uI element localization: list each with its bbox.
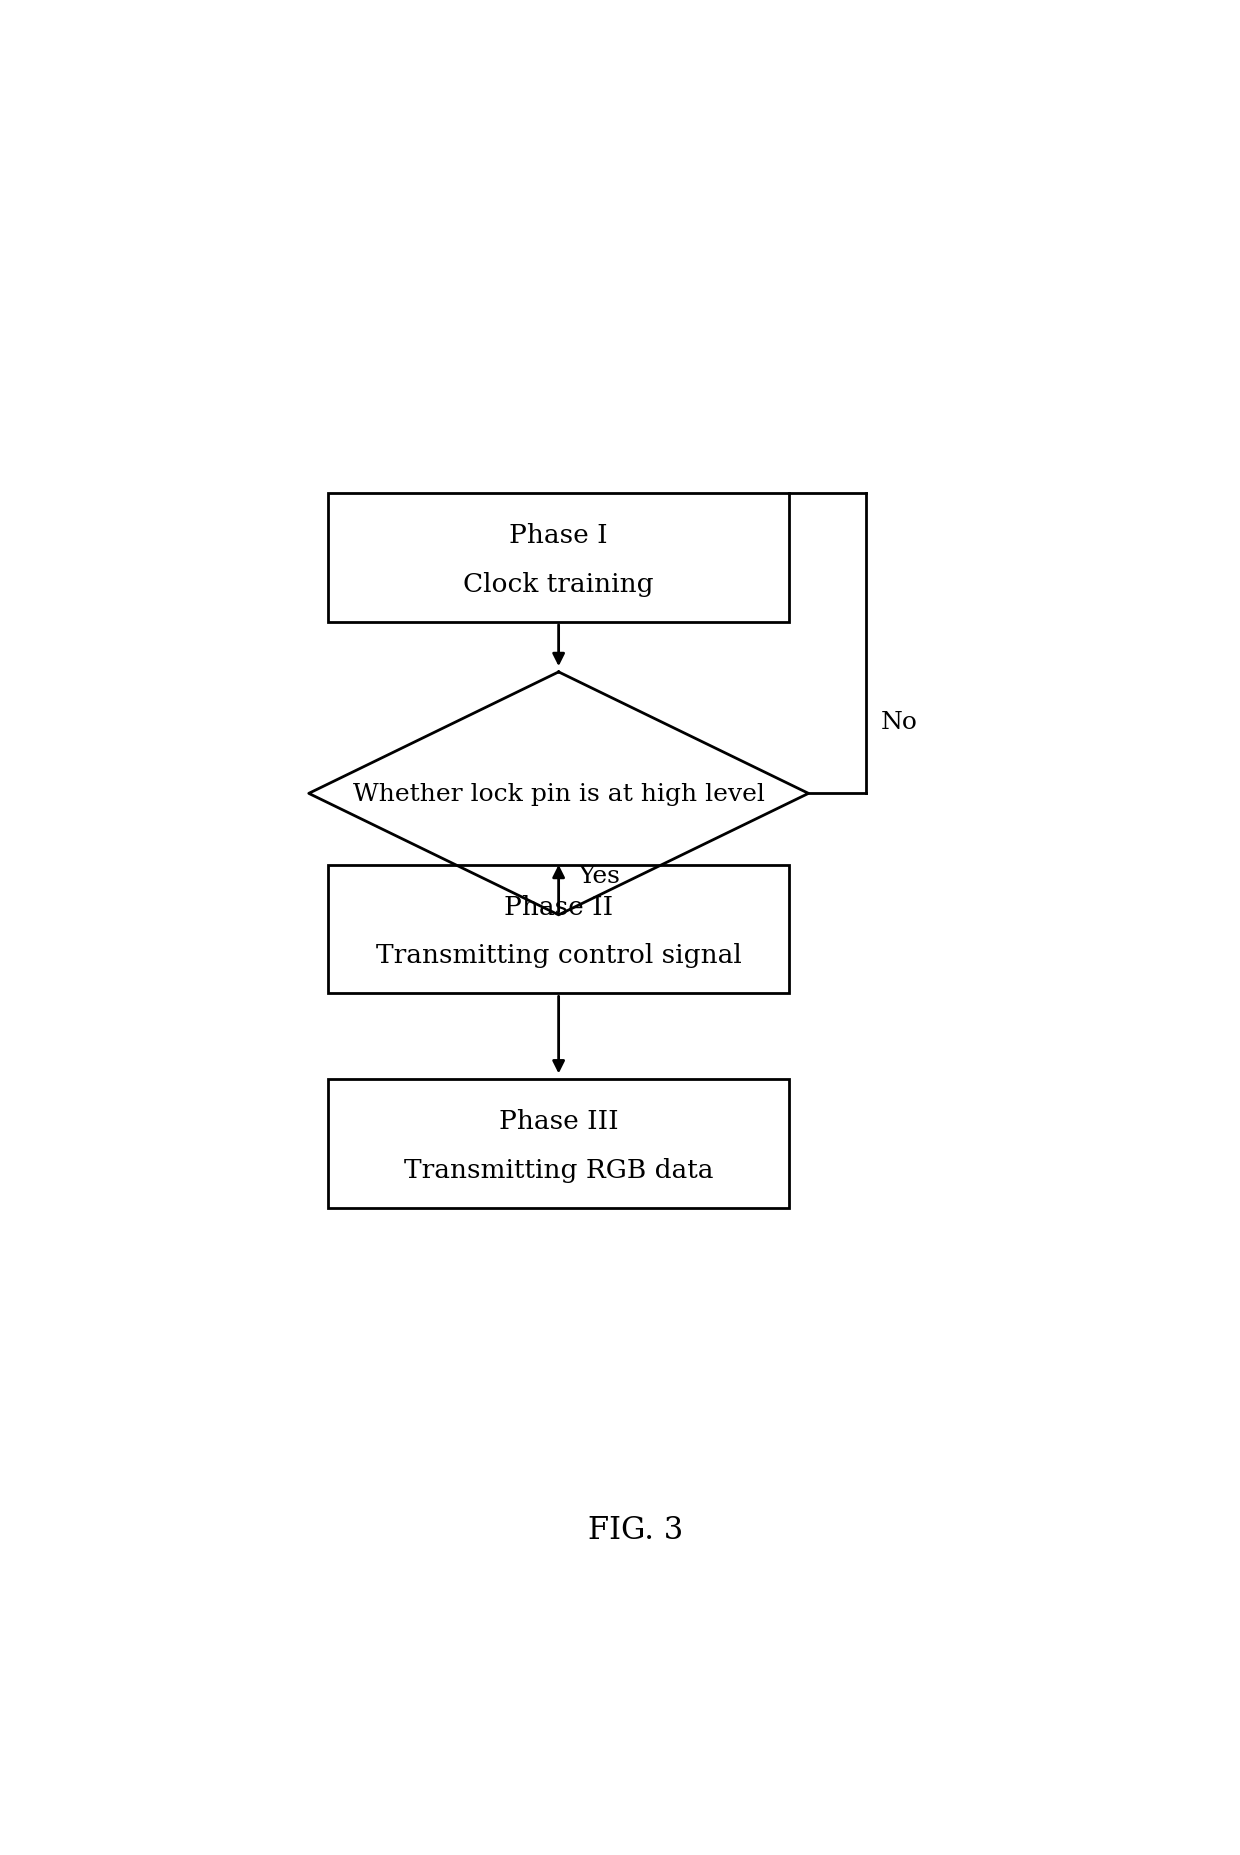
Text: Phase II: Phase II — [503, 894, 614, 920]
Text: Yes: Yes — [578, 864, 620, 887]
FancyBboxPatch shape — [327, 493, 789, 623]
Text: Whether lock pin is at high level: Whether lock pin is at high level — [352, 783, 765, 805]
Text: Clock training: Clock training — [464, 571, 653, 597]
FancyBboxPatch shape — [327, 864, 789, 994]
Text: Transmitting control signal: Transmitting control signal — [376, 942, 742, 968]
Text: Phase I: Phase I — [510, 523, 608, 547]
Text: Phase III: Phase III — [498, 1109, 619, 1133]
Text: Transmitting RGB data: Transmitting RGB data — [404, 1158, 713, 1182]
Text: No: No — [880, 710, 918, 735]
Text: FIG. 3: FIG. 3 — [588, 1514, 683, 1545]
FancyBboxPatch shape — [327, 1080, 789, 1208]
